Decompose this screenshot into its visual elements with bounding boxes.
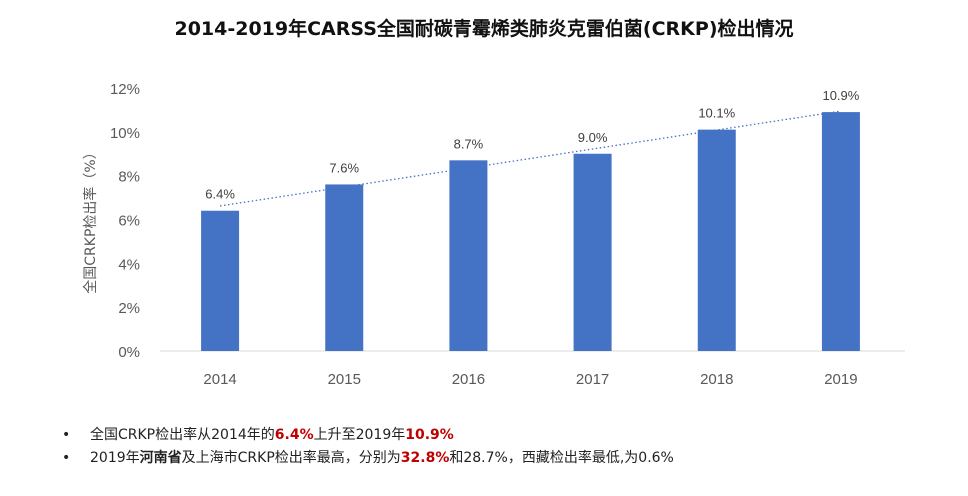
bar-2018 <box>697 129 736 351</box>
note-item: • 全国CRKP检出率从2014年的6.4%上升至2019年10.9% <box>62 424 674 447</box>
data-label: 9.0% <box>578 130 608 145</box>
y-tick-label: 12% <box>110 81 140 98</box>
y-tick-label: 4% <box>118 256 140 273</box>
note-fragment: 上升至2019年 <box>313 427 406 443</box>
y-tick-label: 0% <box>118 344 140 361</box>
highlight-text: 河南省 <box>139 450 182 466</box>
data-label: 8.7% <box>454 136 484 151</box>
trendline <box>219 110 842 207</box>
note-fragment: 及上海市CRKP检出率最高，分别为 <box>181 450 401 466</box>
chart-title: 2014-2019年CARSS全国耐碳青霉烯类肺炎克雷伯菌(CRKP)检出情况 <box>174 18 794 40</box>
highlight-text: 10.9% <box>405 427 454 443</box>
bar-2015 <box>325 184 364 351</box>
y-axis-label: 全国CRKP检出率（%） <box>82 145 99 293</box>
data-label: 10.1% <box>698 106 735 121</box>
x-tick-label: 2018 <box>700 371 733 388</box>
x-tick-label: 2019 <box>824 371 857 388</box>
note-fragment: 2019年 <box>90 450 140 466</box>
y-tick-label: 8% <box>118 169 140 186</box>
note-item: • 2019年河南省及上海市CRKP检出率最高，分别为32.8%和28.7%，西藏… <box>62 447 674 470</box>
x-tick-label: 2015 <box>328 371 361 388</box>
x-tick-label: 2014 <box>203 371 236 388</box>
bullet-icon: • <box>62 450 71 466</box>
bar-2019 <box>821 112 860 351</box>
data-label: 7.6% <box>329 160 359 175</box>
bar-2014 <box>201 210 240 351</box>
bar-2016 <box>449 160 488 351</box>
bar-chart: 0% 2% 4% 6% 8% 10% 12% 全国CRKP检出率（%） 6.4% 2014 7.6%… <box>82 81 905 388</box>
data-label: 10.9% <box>822 88 859 103</box>
note-text: 2019年河南省及上海市CRKP检出率最高，分别为32.8%和28.7%，西藏检… <box>90 447 674 470</box>
y-tick-label: 10% <box>110 125 140 142</box>
note-fragment: 和28.7%，西藏检出率最低,为0.6% <box>449 450 674 466</box>
highlight-text: 32.8% <box>400 450 450 466</box>
note-text: 全国CRKP检出率从2014年的6.4%上升至2019年10.9% <box>90 424 454 447</box>
x-tick-label: 2017 <box>576 371 609 388</box>
y-tick-label: 2% <box>118 300 140 317</box>
y-tick-label: 6% <box>118 213 140 230</box>
highlight-text: 6.4% <box>274 427 314 443</box>
note-fragment: 全国CRKP检出率从2014年的 <box>90 427 275 443</box>
data-label: 6.4% <box>205 187 235 202</box>
x-tick-label: 2016 <box>452 371 485 388</box>
notes-list: • 全国CRKP检出率从2014年的6.4%上升至2019年10.9% • 2019年… <box>62 424 674 470</box>
bar-2017 <box>573 153 612 351</box>
bullet-icon: • <box>62 427 71 443</box>
